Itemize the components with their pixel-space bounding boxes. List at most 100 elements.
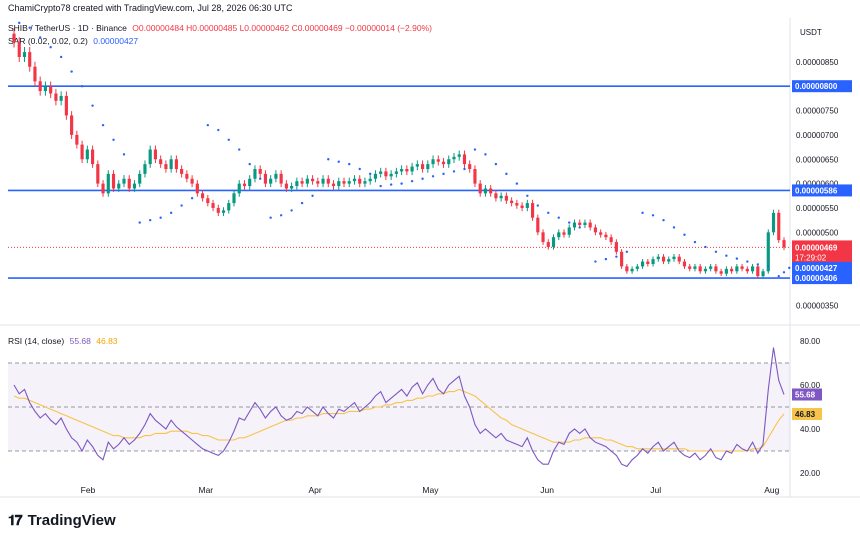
candle-body [190, 178, 194, 184]
candle-body [321, 178, 325, 184]
sar-dot [604, 257, 608, 261]
candle-body [101, 183, 105, 194]
sar-label[interactable]: SAR (0.02, 0.02, 0.2) [8, 36, 88, 46]
candle-body [185, 173, 189, 179]
candle-body [206, 198, 210, 204]
sar-dot [138, 221, 141, 224]
sar-dot [515, 182, 519, 185]
time-axis-label: Jul [650, 485, 661, 495]
sar-dot [484, 153, 487, 156]
candle-body [90, 149, 95, 165]
candle-body [269, 178, 273, 184]
sar-dot [80, 84, 84, 88]
sar-dot [59, 55, 63, 59]
rsi-label[interactable]: RSI (14, close) [8, 336, 65, 346]
sar-dot [290, 209, 293, 212]
candle-body [394, 171, 398, 174]
candle-body [682, 261, 687, 267]
sar-dot [18, 21, 21, 25]
candle-body [347, 181, 351, 184]
candle-body [132, 183, 137, 189]
candle-body [771, 212, 776, 233]
candle-body [28, 52, 32, 67]
candle-body [646, 261, 650, 264]
symbol-label[interactable]: SHIB / TetherUS · 1D · Binance [8, 23, 127, 33]
price-tick-label: 0.00000600 [796, 180, 839, 189]
sar-dot [756, 263, 760, 266]
candle-body [431, 159, 435, 165]
sar-dot [206, 123, 210, 127]
sar-dot [148, 218, 152, 222]
candle-body [709, 266, 713, 269]
candle-body [714, 266, 718, 272]
candle-body [604, 234, 608, 238]
sar-dot [311, 194, 314, 197]
candle-body [216, 207, 220, 213]
candle-body [761, 271, 765, 277]
candle-body [200, 193, 205, 199]
candle-body [688, 266, 692, 269]
candle-body [70, 115, 74, 135]
candle-body [661, 256, 666, 262]
candle-body [310, 178, 315, 182]
brand[interactable]: 𝟏𝟕 TradingView [8, 512, 116, 529]
sar-dot [693, 240, 697, 244]
candle-body [174, 159, 178, 169]
candle-body [106, 173, 110, 194]
sar-dot [431, 175, 435, 178]
sar-dot [625, 250, 629, 254]
candle-body [12, 33, 16, 43]
candle-body [342, 181, 346, 184]
candle-body [504, 195, 508, 201]
candle-body [494, 193, 498, 199]
candle-body [651, 259, 655, 264]
rsi-ma-line [13, 388, 785, 452]
sar-dot [358, 167, 361, 171]
candle-body [426, 164, 430, 169]
sar-dot [300, 201, 304, 205]
candle-body [541, 232, 545, 243]
sar-dot [641, 211, 644, 215]
candle-body [740, 266, 744, 269]
candle-body [316, 181, 320, 184]
sar-dot [735, 257, 739, 260]
time-axis-label: Aug [764, 485, 779, 495]
candle-body [441, 161, 446, 165]
candle-body [656, 256, 660, 260]
candle-body [43, 86, 48, 92]
sar-dot [101, 123, 105, 127]
candle-body [483, 188, 488, 194]
candle-body [237, 183, 241, 194]
candle-body [703, 268, 708, 272]
level-price-tag [792, 272, 852, 285]
candle-body [420, 164, 425, 169]
candle-body [352, 178, 357, 182]
candle-body [211, 203, 215, 208]
rsi-value-tag [792, 388, 822, 401]
candle-body [80, 144, 84, 160]
candle-body [138, 173, 142, 184]
candle-body [358, 178, 362, 184]
price-tick-label: 0.00000850 [796, 58, 839, 67]
sar-price-label: 0.00000427 [795, 264, 838, 273]
candle-body [578, 222, 582, 226]
candle-body [525, 203, 529, 208]
candle-body [698, 266, 702, 272]
sar-dot [594, 260, 597, 263]
candle-body [248, 178, 252, 187]
price-legend: SHIB / TetherUS · 1D · Binance O0.000004… [8, 23, 432, 33]
candle-body [766, 232, 770, 272]
sar-dot [159, 216, 162, 219]
candle-body [227, 203, 231, 211]
candle-body [572, 222, 577, 228]
sar-dot [662, 218, 665, 222]
candle-body [279, 173, 283, 184]
level-price-label: 0.00000406 [795, 274, 838, 283]
candle-body [300, 181, 304, 184]
candle-body [462, 154, 467, 165]
sar-dot [238, 148, 241, 151]
sar-dot [91, 104, 94, 107]
rsi-ma-tag [792, 407, 822, 420]
candle-body [478, 183, 482, 194]
